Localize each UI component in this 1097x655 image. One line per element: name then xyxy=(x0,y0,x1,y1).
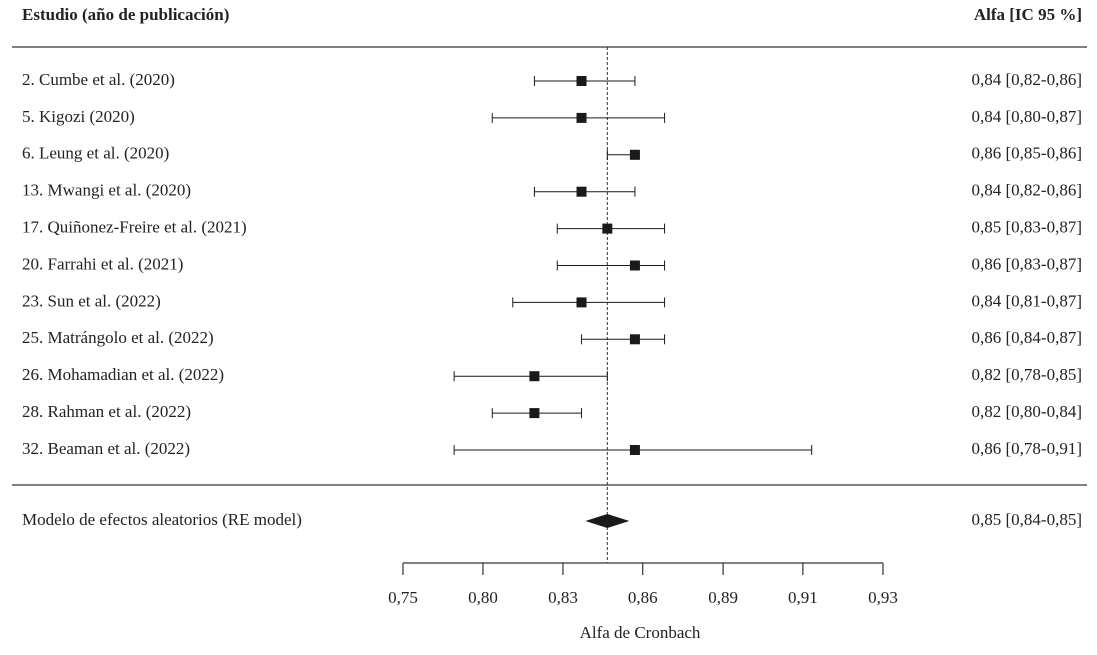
value-label: 0,85 [0,83-0,87] xyxy=(972,218,1082,237)
study-name: 17. Quiñonez-Freire et al. (2021) xyxy=(22,218,247,237)
study-name: 23. Sun et al. (2022) xyxy=(22,291,161,310)
value-header: Alfa [IC 95 %] xyxy=(974,5,1082,24)
value-label: 0,82 [0,78-0,85] xyxy=(972,365,1082,384)
summary-name: Modelo de efectos aleatorios (RE model) xyxy=(22,510,302,529)
study-name: 28. Rahman et al. (2022) xyxy=(22,402,191,421)
value-label: 0,84 [0,81-0,87] xyxy=(972,291,1082,310)
study-header: Estudio (año de publicación) xyxy=(22,5,229,24)
study-name: 25. Matrángolo et al. (2022) xyxy=(22,328,214,347)
value-label: 0,82 [0,80-0,84] xyxy=(972,402,1082,421)
estimate-box xyxy=(629,445,640,455)
study-name: 13. Mwangi et al. (2020) xyxy=(22,181,191,200)
value-label: 0,86 [0,83-0,87] xyxy=(972,254,1082,273)
x-tick-label: 0,75 xyxy=(388,588,418,607)
x-axis-label: Alfa de Cronbach xyxy=(580,623,701,642)
x-tick-label: 0,91 xyxy=(788,588,818,607)
value-label: 0,84 [0,80-0,87] xyxy=(972,107,1082,126)
estimate-box xyxy=(529,371,540,382)
value-label: 0,86 [0,85-0,86] xyxy=(972,144,1082,163)
value-label: 0,86 [0,78-0,91] xyxy=(972,439,1082,458)
estimate-box xyxy=(602,223,613,234)
estimate-box xyxy=(576,186,587,197)
x-tick-label: 0,80 xyxy=(468,588,498,607)
study-name: 32. Beaman et al. (2022) xyxy=(22,439,190,458)
estimate-box xyxy=(576,297,587,308)
study-name: 20. Farrahi et al. (2021) xyxy=(22,254,183,273)
estimate-box xyxy=(529,408,540,419)
study-name: 6. Leung et al. (2020) xyxy=(22,144,169,163)
estimate-box xyxy=(629,149,640,160)
estimate-box xyxy=(576,76,587,86)
x-tick-label: 0,83 xyxy=(548,588,578,607)
x-tick-label: 0,93 xyxy=(868,588,898,607)
estimate-box xyxy=(629,260,640,271)
estimate-box xyxy=(629,334,640,345)
summary-value-label: 0,85 [0,84-0,85] xyxy=(972,510,1082,529)
summary-diamond xyxy=(585,514,630,528)
study-name: 2. Cumbe et al. (2020) xyxy=(22,70,175,89)
value-label: 0,84 [0,82-0,86] xyxy=(972,70,1082,89)
study-name: 26. Mohamadian et al. (2022) xyxy=(22,365,224,384)
study-name: 5. Kigozi (2020) xyxy=(22,107,135,126)
estimate-box xyxy=(576,112,587,123)
x-tick-label: 0,86 xyxy=(628,588,658,607)
value-label: 0,86 [0,84-0,87] xyxy=(972,328,1082,347)
value-label: 0,84 [0,82-0,86] xyxy=(972,181,1082,200)
x-tick-label: 0,89 xyxy=(708,588,738,607)
